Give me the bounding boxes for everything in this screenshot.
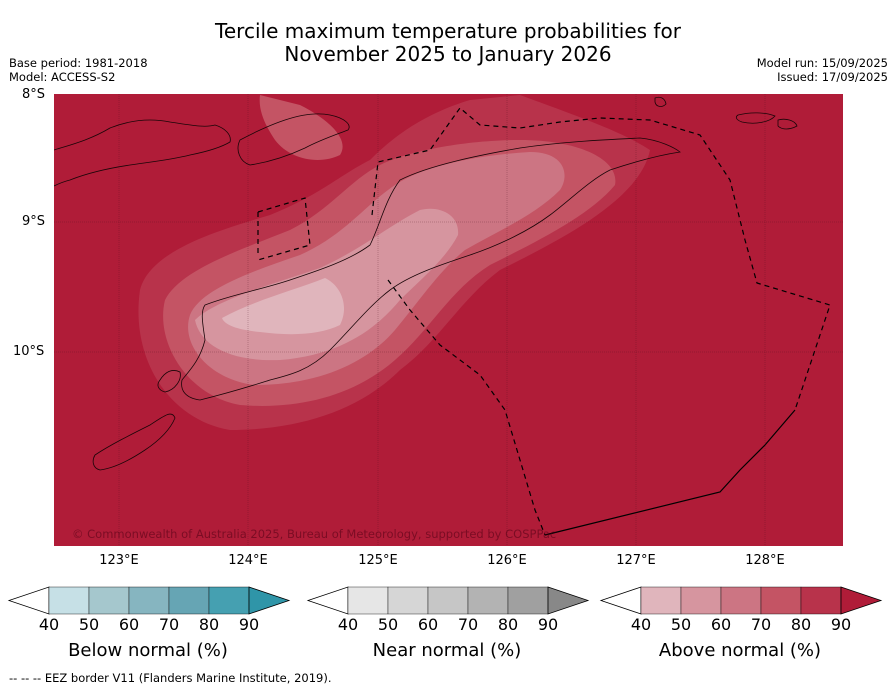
- gridlines: [54, 94, 843, 546]
- colorbar-tick-label: 80: [497, 615, 519, 634]
- lon-label-126e: 126°E: [487, 553, 527, 568]
- colorbar-min-arrow: [599, 586, 642, 615]
- colorbar-tick-label: 60: [710, 615, 732, 634]
- model-run: Model run: 15/09/2025: [756, 56, 888, 70]
- colorbar-tick-label: 60: [417, 615, 439, 634]
- colorbar-swatch: [720, 586, 762, 615]
- colorbar-tick-label: 80: [790, 615, 812, 634]
- colorbar-label-above: Above normal (%): [658, 640, 822, 661]
- lon-label-128e: 128°E: [745, 553, 785, 568]
- lon-label-125e: 125°E: [358, 553, 398, 568]
- coastlines: [54, 96, 798, 471]
- colorbar-max-arrow: [547, 586, 590, 615]
- colorbar-tick-label: 90: [238, 615, 260, 634]
- colorbar-swatch: [48, 586, 90, 615]
- colorbar-tick-label: 50: [78, 615, 100, 634]
- colorbar-tick-label: 70: [750, 615, 772, 634]
- colorbar-tick-label: 40: [38, 615, 60, 634]
- issued-date: Issued: 17/09/2025: [777, 70, 888, 84]
- meta-right: Model run: 15/09/2025 Issued: 17/09/2025: [757, 56, 888, 84]
- colorbar-swatch: [760, 586, 802, 615]
- colorbar-above-normal: [599, 586, 883, 615]
- colorbar-swatch: [427, 586, 469, 615]
- copyright-note: © Commonwealth of Australia 2025, Bureau…: [72, 527, 557, 541]
- model-name: Model: ACCESS-S2: [9, 70, 116, 84]
- colorbar-min-arrow: [7, 586, 50, 615]
- colorbar-tick-label: 50: [670, 615, 692, 634]
- contour-40: [222, 278, 345, 335]
- title-line-1: Tercile maximum temperature probabilitie…: [215, 19, 681, 43]
- base-period: Base period: 1981-2018: [9, 56, 148, 70]
- colorbar-max-arrow: [248, 586, 291, 615]
- colorbar-swatch: [800, 586, 842, 615]
- colorbar-tick-label: 50: [377, 615, 399, 634]
- colorbar-max-arrow: [840, 586, 883, 615]
- lon-label-127e: 127°E: [616, 553, 656, 568]
- colorbar-tick-label: 90: [830, 615, 852, 634]
- title-line-2: November 2025 to January 2026: [284, 42, 612, 66]
- lat-label-8s: 8°S: [22, 87, 46, 102]
- colorbar-swatch: [640, 586, 682, 615]
- colorbar-tick-label: 60: [118, 615, 140, 634]
- colorbar-tick-label: 90: [537, 615, 559, 634]
- colorbar-label-near: Near normal (%): [372, 640, 522, 661]
- colorbar-swatch: [467, 586, 509, 615]
- colorbar-below-normal: [7, 586, 291, 615]
- eez-solid-border: [544, 409, 796, 536]
- colorbar-swatch: [347, 586, 389, 615]
- lon-label-123e: 123°E: [99, 553, 139, 568]
- colorbar-swatch: [680, 586, 722, 615]
- colorbar-swatch: [387, 586, 429, 615]
- eez-borders: [257, 107, 831, 536]
- colorbar-min-arrow: [306, 586, 349, 615]
- colorbar-swatch: [168, 586, 210, 615]
- colorbar-tick-label: 40: [630, 615, 652, 634]
- lat-label-9s: 9°S: [22, 214, 46, 229]
- colorbar-swatch: [128, 586, 170, 615]
- colorbar-tick-label: 40: [337, 615, 359, 634]
- colorbar-label-below: Below normal (%): [68, 640, 228, 661]
- colorbar-swatch: [507, 586, 549, 615]
- meta-left: Base period: 1981-2018 Model: ACCESS-S2: [9, 56, 148, 84]
- colorbar-near-normal: [306, 586, 590, 615]
- colorbar-tick-label: 70: [457, 615, 479, 634]
- page-title: Tercile maximum temperature probabilitie…: [0, 20, 896, 66]
- colorbar-swatch: [208, 586, 250, 615]
- colorbar-tick-label: 70: [158, 615, 180, 634]
- eez-footnote: -- -- -- EEZ border V11 (Flanders Marine…: [9, 671, 332, 685]
- lat-label-10s: 10°S: [13, 344, 45, 359]
- colorbar-swatch: [88, 586, 130, 615]
- colorbar-tick-label: 80: [198, 615, 220, 634]
- lon-label-124e: 124°E: [228, 553, 268, 568]
